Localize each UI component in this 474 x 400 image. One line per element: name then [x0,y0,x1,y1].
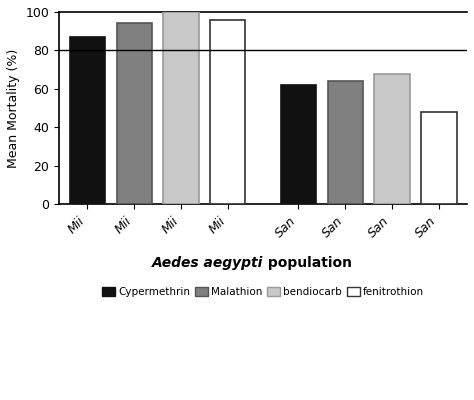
Bar [164,12,199,204]
Bar [210,20,246,204]
Text: Aedes aegypti: Aedes aegypti [152,256,263,270]
Bar [117,24,152,204]
Bar [70,37,105,204]
Bar [328,81,363,204]
Text: population: population [263,256,352,270]
Bar [421,112,456,204]
Legend: Cypermethrin, Malathion, bendiocarb, fenitrothion: Cypermethrin, Malathion, bendiocarb, fen… [98,283,428,301]
Bar [374,74,410,204]
Y-axis label: Mean Mortality (%): Mean Mortality (%) [7,48,20,168]
Bar [281,85,316,204]
